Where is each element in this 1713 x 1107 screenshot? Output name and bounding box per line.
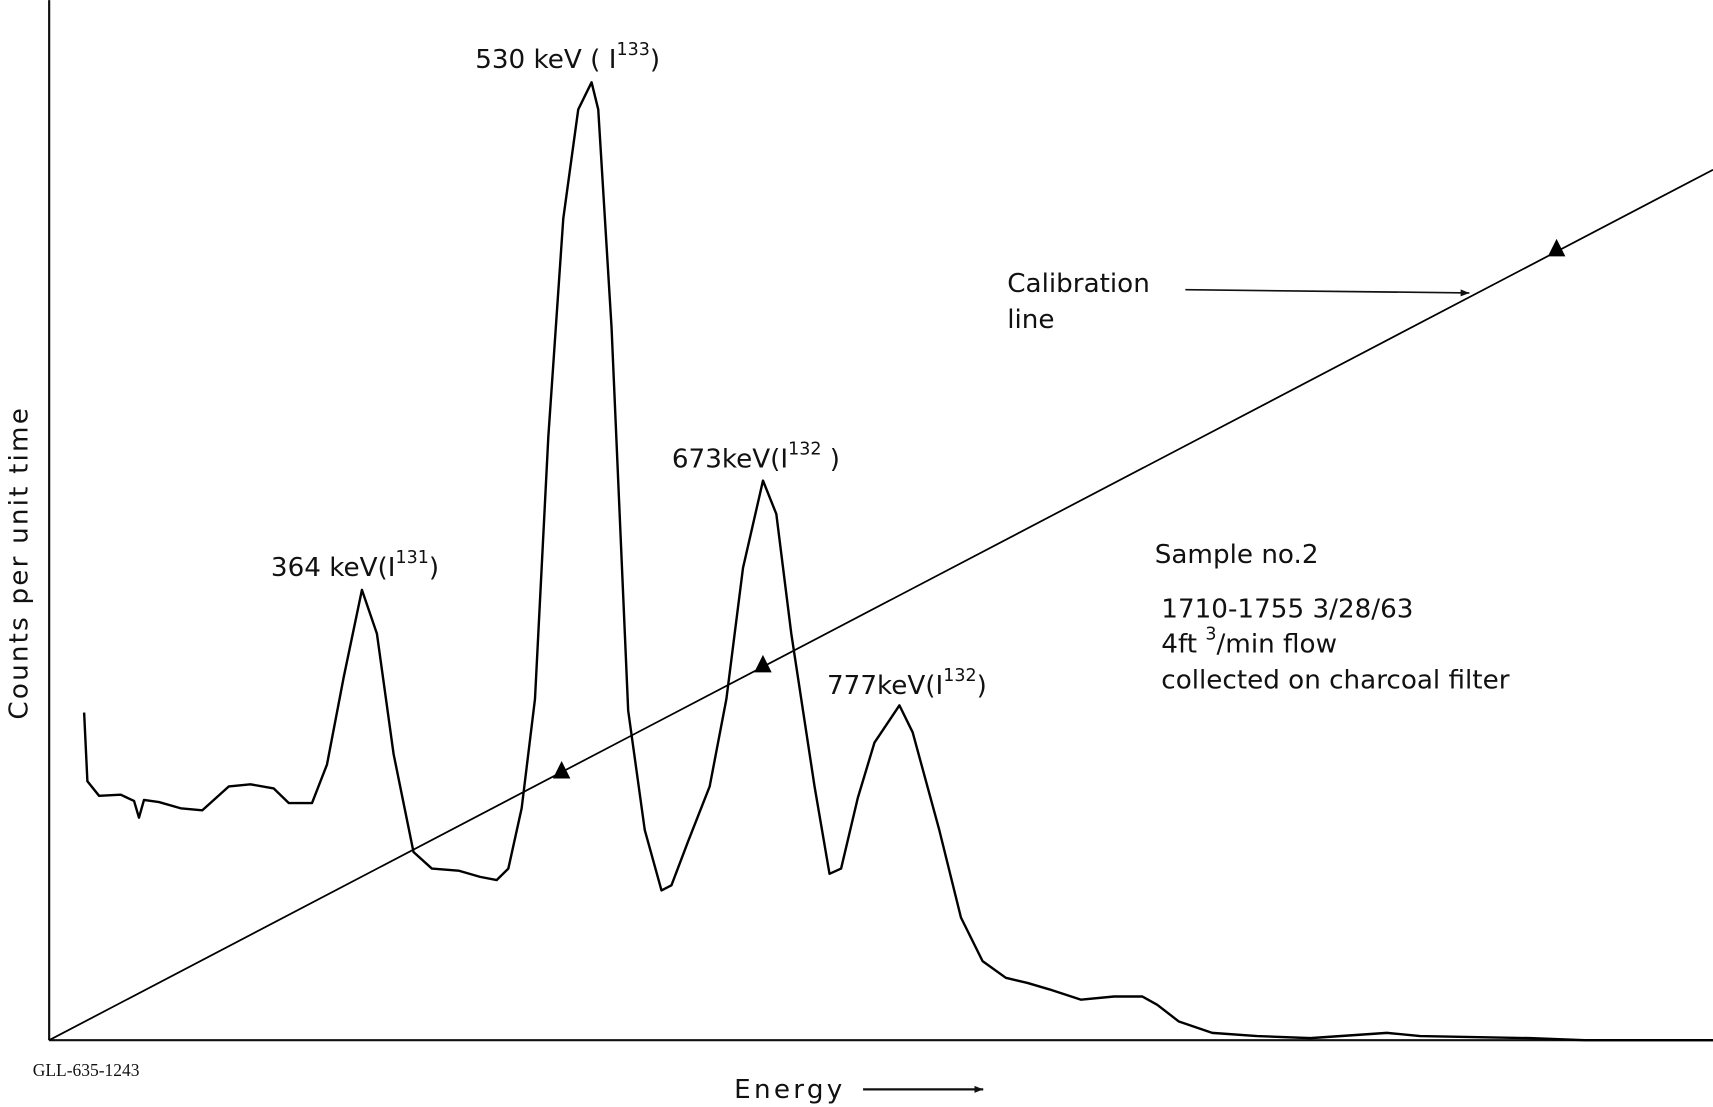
- peak-label-text: 673keV(I: [672, 445, 788, 475]
- peak-label: 530 keV ( I133): [475, 40, 660, 75]
- peak-label-sup: 131: [396, 548, 429, 568]
- calibration-label: line: [1007, 305, 1054, 335]
- sample-note-text: 4ft: [1161, 629, 1205, 659]
- sample-note-text: collected on charcoal filter: [1161, 665, 1509, 695]
- peak-label-sup: 132: [788, 440, 821, 460]
- sample-note: Sample no.2: [1155, 540, 1319, 570]
- peak-label-tail: ): [429, 553, 439, 583]
- sample-note-text: 1710-1755 3/28/63: [1161, 594, 1413, 624]
- peak-label-tail: ): [821, 445, 840, 475]
- sample-note-sup: 3: [1205, 624, 1216, 644]
- peak-label: 777keV(I132): [827, 666, 987, 701]
- peak-label-tail: ): [977, 671, 987, 701]
- peak-label-text: 364 keV(I: [271, 553, 396, 583]
- sample-note: 1710-1755 3/28/63: [1161, 594, 1413, 624]
- peak-label-tail: ): [650, 45, 660, 75]
- calibration-line: [48, 168, 1713, 1041]
- peak-label: 673keV(I132 ): [672, 440, 840, 475]
- spectrum-line: [82, 81, 1713, 1042]
- sample-note-text: Sample no.2: [1155, 540, 1319, 570]
- calibration-point: [552, 760, 571, 779]
- sample-note: collected on charcoal filter: [1161, 665, 1509, 695]
- calibration-label: Calibration: [1007, 269, 1150, 299]
- sample-note-tail: /min flow: [1216, 629, 1337, 659]
- figure-id: GLL-635-1243: [33, 1060, 140, 1080]
- calibration-point: [1547, 238, 1566, 257]
- peak-label-text: 777keV(I: [827, 671, 943, 701]
- calibration-arrow: [1185, 288, 1470, 297]
- calibration-point: [754, 654, 772, 673]
- sample-note: 4ft 3/min flow: [1161, 624, 1337, 659]
- peak-label-sup: 132: [943, 666, 976, 686]
- peak-label-text: 530 keV ( I: [475, 45, 616, 75]
- x-axis-label: Energy: [734, 1075, 845, 1105]
- peak-label: 364 keV(I131): [271, 548, 439, 583]
- y-axis-label: Counts per unit time: [4, 406, 34, 720]
- peak-label-sup: 133: [616, 40, 649, 60]
